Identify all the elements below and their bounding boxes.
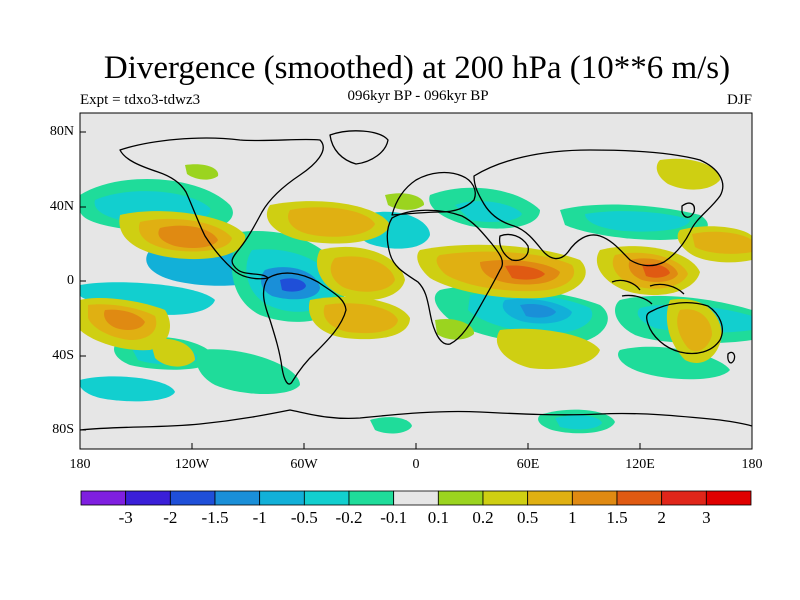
colorbar-swatch — [482, 490, 529, 506]
japan-coastline — [681, 202, 696, 218]
colorbar-swatch — [437, 490, 484, 506]
south-america-coastline — [262, 272, 347, 385]
field-blob — [642, 263, 670, 278]
colorbar-tick-label: 2 — [657, 508, 666, 527]
colorbar-swatch — [169, 490, 216, 506]
field-blob — [80, 282, 215, 315]
australia-coastline — [646, 301, 723, 355]
field-blob — [330, 256, 395, 292]
colorbar-swatch — [616, 490, 663, 506]
time-period-label: 096kyr BP - 096kyr BP — [347, 88, 489, 104]
lat-label-40s: 40S — [52, 348, 74, 363]
field-blob — [455, 201, 522, 222]
colorbar-swatch — [214, 490, 261, 506]
lon-label-180w: 180 — [69, 457, 91, 472]
lat-label-0: 0 — [67, 273, 74, 288]
colorbar-tick-label: 0.5 — [517, 508, 539, 527]
europe-coastline — [391, 171, 476, 216]
colorbar-tick-label: -2 — [163, 508, 178, 527]
colorbar-swatch — [303, 490, 350, 506]
colorbar-tick-label: 1.5 — [606, 508, 628, 527]
field-blob — [656, 158, 720, 190]
greenland-coastline — [329, 130, 389, 165]
colorbar-tick-label: 0.1 — [427, 508, 449, 527]
field-blob — [80, 376, 175, 402]
lat-label-80n: 80N — [49, 124, 74, 139]
field-blob — [370, 417, 412, 434]
colorbar-swatch — [393, 490, 439, 506]
field-blob — [196, 349, 300, 395]
figure-title: Divergence (smoothed) at 200 hPa (10**6 … — [103, 50, 731, 86]
africa-coastline — [386, 209, 504, 345]
field-blob — [677, 309, 712, 352]
field-blob — [323, 303, 398, 334]
field-blob — [185, 164, 219, 180]
colorbar-swatch — [348, 490, 395, 506]
colorbar — [80, 490, 752, 506]
field-blob — [280, 278, 306, 292]
field-blob — [555, 415, 602, 430]
asia-coastline — [473, 149, 724, 267]
lon-label-0: 0 — [412, 457, 420, 472]
colorbar-tick-label: 3 — [702, 508, 711, 527]
colorbar-tick-label: -0.5 — [290, 508, 318, 527]
lat-label-80s: 80S — [52, 422, 74, 437]
season-label: DJF — [726, 92, 752, 108]
field-blob — [496, 328, 600, 370]
lon-label-180e: 180 — [741, 457, 763, 472]
field-blob — [288, 207, 375, 237]
colorbar-swatch — [527, 490, 573, 506]
colorbar-tick-label: -1.5 — [201, 508, 229, 527]
colorbar-tick-label: -1 — [252, 508, 267, 527]
arabia-india-coastline — [498, 233, 529, 262]
lon-label-120w: 120W — [174, 457, 210, 472]
colorbar-swatch — [705, 490, 752, 506]
field-blob — [104, 309, 145, 330]
field-blob — [435, 318, 475, 340]
lat-label-40n: 40N — [49, 199, 74, 214]
field-blob — [150, 338, 195, 367]
new-zealand-coastline — [727, 351, 736, 364]
lon-label-60e: 60E — [516, 457, 540, 472]
coastlines — [80, 130, 752, 431]
colorbar-tick-label: -3 — [118, 508, 133, 527]
field-blob — [520, 303, 556, 318]
colorbar-tick-label: 0.2 — [472, 508, 494, 527]
experiment-label: Expt = tdxo3-tdwz3 — [80, 92, 201, 108]
maritime-continent-coastline — [611, 279, 685, 305]
colorbar-swatch — [259, 490, 305, 506]
field-blob — [692, 231, 752, 254]
map-ticks — [79, 131, 753, 449]
colorbar-swatch — [661, 490, 707, 506]
colorbar-tick-label: -0.2 — [335, 508, 363, 527]
antarctica-coastline — [80, 409, 752, 431]
field-blob — [505, 265, 545, 280]
colorbar-swatch — [571, 490, 618, 506]
colorbar-tick-label: -0.1 — [380, 508, 408, 527]
lon-label-120e: 120E — [625, 457, 655, 472]
divergence-field — [80, 158, 752, 434]
colorbar-swatch — [125, 490, 171, 506]
field-blob — [585, 211, 690, 232]
lon-label-60w: 60W — [290, 457, 318, 472]
colorbar-tick-label: 1 — [568, 508, 577, 527]
colorbar-swatch — [80, 490, 127, 506]
north-america-coastline — [119, 137, 324, 280]
